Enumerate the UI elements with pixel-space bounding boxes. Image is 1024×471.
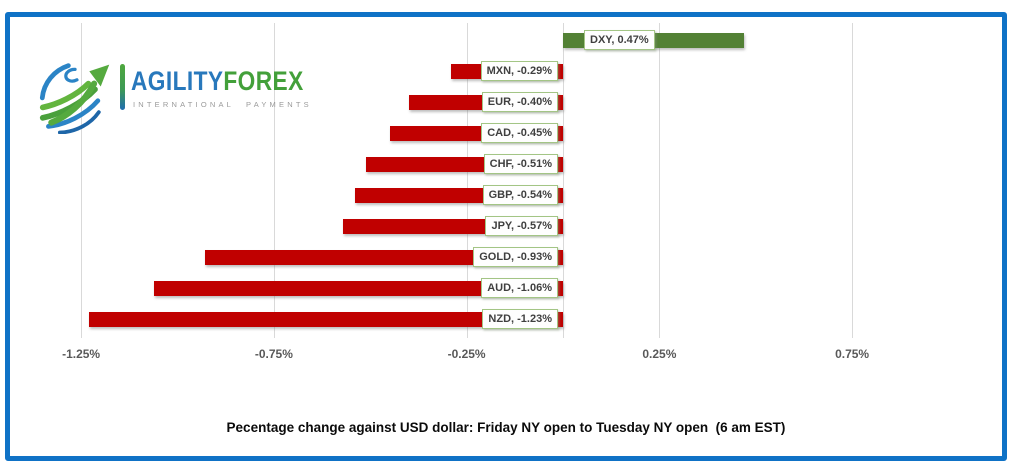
data-label-nzd: NZD, -1.23% (482, 309, 558, 329)
data-label-gold: GOLD, -0.93% (473, 247, 558, 267)
gridline-0.25 (659, 23, 661, 338)
data-label-eur: EUR, -0.40% (481, 92, 558, 112)
logo-wordmark: AGILITYFOREX (131, 66, 304, 97)
x-axis-tick--0.25pct: -0.25% (447, 347, 486, 361)
data-label-gbp: GBP, -0.54% (482, 185, 558, 205)
chart-title: Pecentage change against USD dollar: Fri… (226, 420, 786, 435)
data-label-cad: CAD, -0.45% (481, 123, 558, 143)
data-label-dxy: DXY, 0.47% (584, 30, 655, 50)
agilityforex-logo: AGILITYFOREX INTERNATIONAL PAYMENTS (36, 56, 309, 136)
gridline-0 (563, 23, 564, 338)
logo-brand-secondary: FOREX (223, 66, 304, 96)
data-label-aud: AUD, -1.06% (481, 278, 558, 298)
x-axis-tick-0.75pct: 0.75% (835, 347, 870, 361)
data-label-chf: CHF, -0.51% (483, 154, 558, 174)
bar-nzd (88, 311, 563, 327)
globe-arrow-icon (39, 63, 110, 134)
data-label-jpy: JPY, -0.57% (485, 216, 558, 236)
logo-tagline: INTERNATIONAL PAYMENTS (133, 100, 312, 109)
x-axis-tick--0.75pct: -0.75% (254, 347, 293, 361)
gridline--0.25 (466, 23, 468, 338)
outer-border (5, 12, 1007, 461)
bar-aud (154, 280, 563, 296)
gridline--0.75 (273, 23, 275, 338)
x-axis-tick--1.25pct: -1.25% (62, 347, 101, 361)
gridline--1.25 (81, 23, 83, 338)
data-label-mxn: MXN, -0.29% (480, 61, 558, 81)
logo-brand-primary: AGILITY (131, 66, 224, 96)
gridline-0.75 (852, 23, 854, 338)
x-axis-tick-0.25pct: 0.25% (642, 347, 677, 361)
logo-separator (120, 64, 125, 110)
